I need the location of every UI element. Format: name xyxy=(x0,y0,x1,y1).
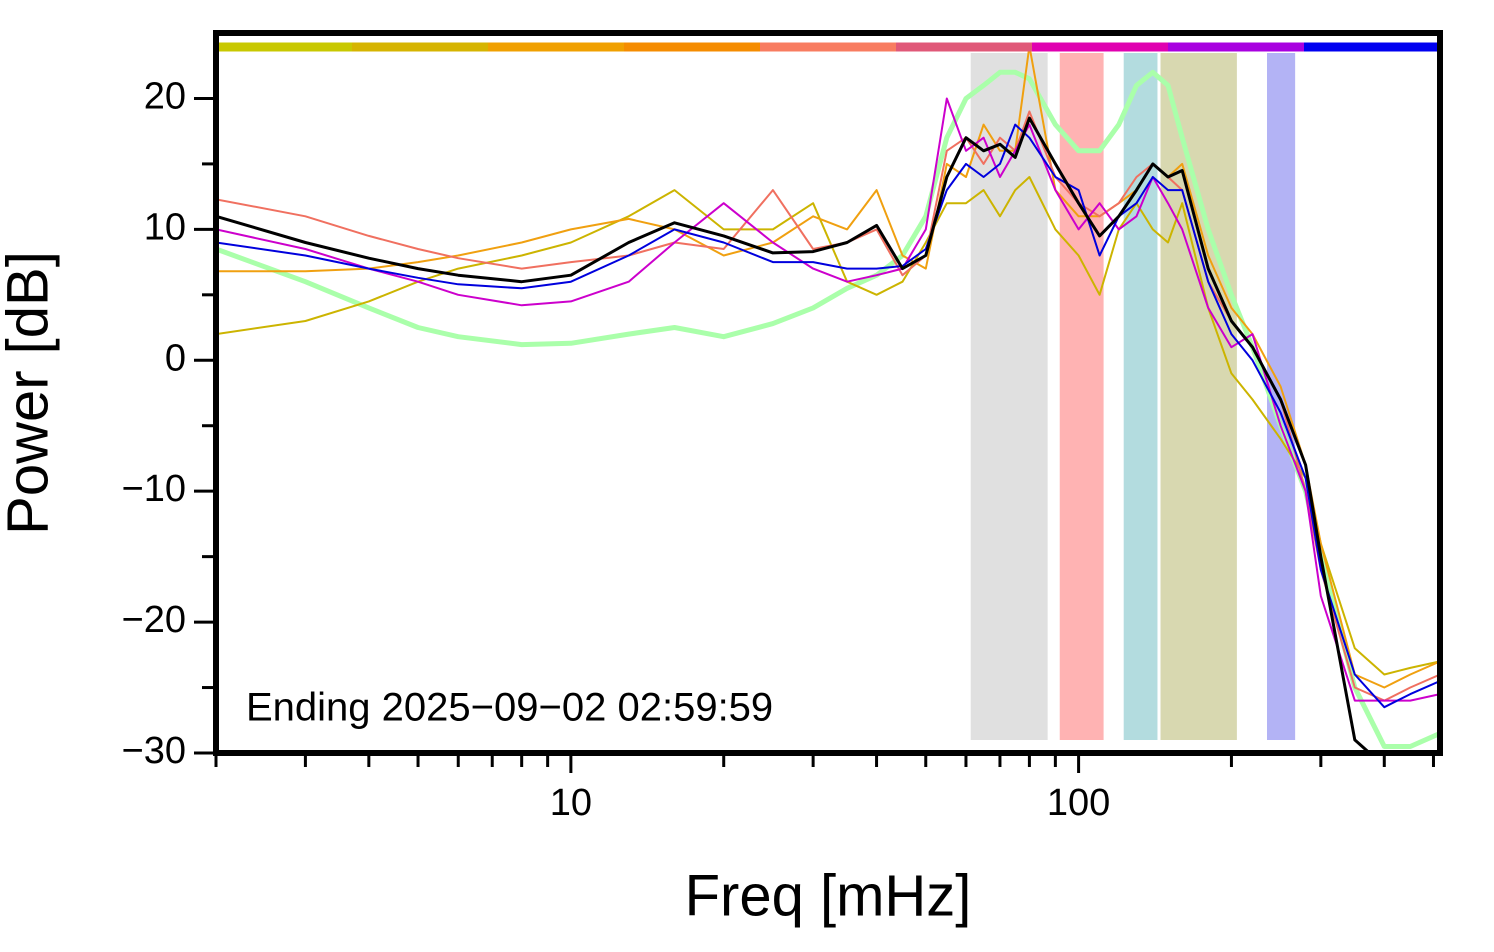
shaded-range xyxy=(1059,53,1104,740)
plot-frame xyxy=(213,30,1443,756)
y-axis-label: Power [dB] xyxy=(0,251,60,535)
series-line xyxy=(216,176,1440,676)
y-tick-label: 10 xyxy=(144,206,186,248)
x-tick-label: 100 xyxy=(1047,782,1110,824)
y-tick-label: 20 xyxy=(144,75,186,117)
x-tick-label: 10 xyxy=(550,782,592,824)
y-tick-label: 0 xyxy=(165,337,186,379)
series-line xyxy=(216,69,1440,749)
y-tick-label: −20 xyxy=(122,599,186,641)
series-line xyxy=(216,116,1372,753)
shaded-range xyxy=(1160,53,1237,740)
series-line xyxy=(216,123,1440,709)
series-line xyxy=(216,97,1440,702)
shaded-range xyxy=(970,53,1048,740)
x-axis-label: Freq [mHz] xyxy=(685,863,972,928)
y-tick-label: −10 xyxy=(122,468,186,510)
y-tick-label: −30 xyxy=(122,730,186,772)
annotation: Ending 2025−09−02 02:59:59 xyxy=(246,686,773,730)
shaded-range xyxy=(1123,53,1158,740)
